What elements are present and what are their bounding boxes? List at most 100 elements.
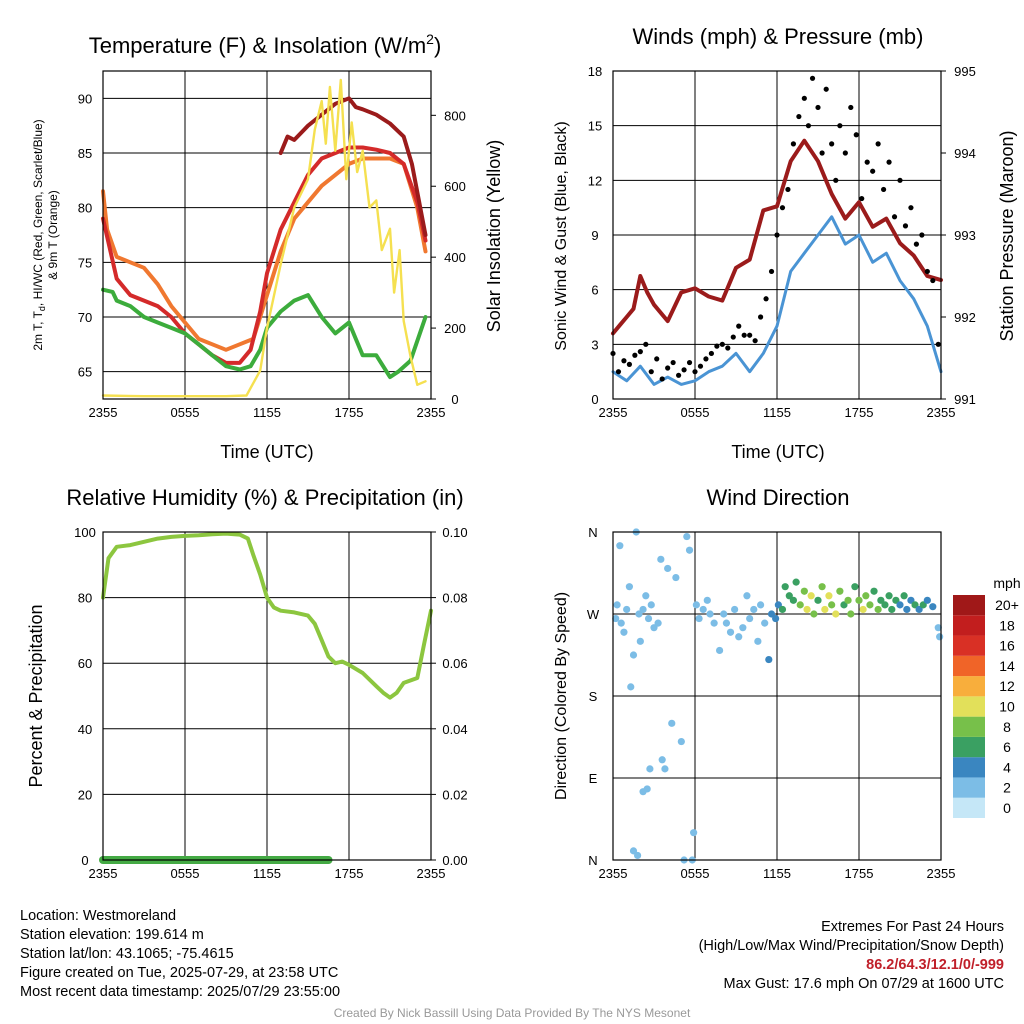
gust-point — [697, 363, 704, 369]
direction-point — [613, 601, 621, 609]
gust-point — [659, 376, 665, 382]
colorbar-swatch — [953, 696, 985, 717]
gust-point — [875, 141, 881, 147]
direction-point — [896, 601, 904, 609]
direction-point — [743, 592, 751, 600]
direction-point — [706, 610, 714, 618]
figure-created: Figure created on Tue, 2025-07-29, at 23… — [20, 965, 339, 981]
direction-point — [803, 605, 811, 614]
gust-point — [805, 123, 812, 129]
temperature-xtick-label: 2355 — [89, 405, 118, 420]
colorbar-swatch — [953, 757, 985, 778]
direction-point — [620, 628, 628, 636]
colorbar-label: 10 — [999, 699, 1015, 715]
wind-ytick-label: 15 — [588, 119, 602, 134]
direction-point — [881, 601, 889, 609]
colorbar-swatch — [953, 595, 985, 616]
colorbar-title: mph — [993, 575, 1020, 591]
gust-point — [648, 369, 654, 375]
gust-point — [859, 195, 865, 202]
wind-title: Winds (mph) & Pressure (mb) — [633, 24, 924, 49]
humidity-xtick-label: 0555 — [171, 866, 200, 881]
direction-point — [885, 592, 893, 600]
gust-point — [870, 168, 876, 174]
direction-xtick-label: 2355 — [927, 866, 956, 881]
direction-frame — [612, 531, 942, 861]
direction-point — [699, 605, 707, 614]
direction-point — [832, 610, 840, 618]
direction-point — [772, 614, 780, 623]
temperature-title: Temperature (F) & Insolation (W/m2) — [89, 31, 442, 58]
wind-xlabel: Time (UTC) — [731, 442, 824, 462]
temperature-y2tick-label: 600 — [444, 179, 466, 194]
gust-point — [881, 186, 887, 193]
gust-point — [637, 349, 643, 355]
extremes-title: Extremes For Past 24 Hours — [821, 919, 1004, 935]
direction-point — [668, 719, 676, 727]
direction-point — [692, 601, 700, 609]
direction-point — [761, 619, 769, 627]
direction-point — [874, 605, 882, 614]
colorbar-label: 20+ — [995, 597, 1019, 613]
wind-xtick-label: 1755 — [845, 405, 874, 420]
direction-point — [818, 583, 826, 591]
colorbar-label: 14 — [999, 658, 1015, 674]
temperature-xtick-label: 0555 — [171, 405, 200, 420]
gust-point — [902, 223, 909, 229]
gust-point — [833, 177, 839, 183]
direction-point — [757, 601, 765, 609]
direction-point — [634, 851, 642, 860]
humidity-xtick-label: 2355 — [417, 866, 446, 881]
temperature-ytick-label: 90 — [78, 91, 92, 106]
direction-point — [765, 655, 773, 664]
direction-point — [646, 765, 654, 773]
humidity-ytick-label: 80 — [78, 591, 92, 606]
direction-point — [821, 605, 829, 614]
gust-point — [725, 345, 731, 351]
wind-y2tick-label: 991 — [954, 392, 976, 407]
direction-point — [642, 592, 650, 600]
gust-point — [615, 369, 622, 375]
recent-timestamp: Most recent data timestamp: 2025/07/29 2… — [20, 984, 341, 1000]
humidity-ytick-label: 0 — [81, 853, 88, 868]
gust-point — [785, 186, 791, 193]
direction-point — [814, 596, 822, 604]
gust-point — [752, 338, 758, 344]
direction-ylabel: Direction (Colored By Speed) — [553, 592, 570, 800]
wind-series-pressure — [611, 138, 943, 336]
wind-ytick-label: 12 — [588, 173, 602, 188]
wind-xtick-label: 0555 — [681, 405, 710, 420]
gust-point — [842, 150, 848, 156]
humidity-y2tick-label: 0.10 — [442, 525, 467, 540]
direction-point — [810, 610, 818, 618]
direction-xtick-label: 0555 — [681, 866, 710, 881]
direction-point — [844, 596, 852, 604]
gust-point — [837, 123, 843, 129]
colorbar-label: 2 — [1003, 780, 1011, 796]
direction-point — [731, 605, 739, 614]
direction-point — [664, 564, 672, 573]
direction-point — [754, 637, 762, 645]
direction-xtick-label: 1755 — [845, 866, 874, 881]
direction-point — [617, 619, 625, 627]
direction-point — [726, 628, 735, 636]
wind-xtick-label: 2355 — [599, 405, 628, 420]
direction-point — [828, 601, 836, 609]
gust-point — [930, 277, 936, 284]
temperature-series-heat_index — [278, 96, 428, 237]
colorbar-swatch — [953, 676, 985, 697]
gust-point — [665, 365, 671, 371]
temperature-y2label: Solar Insolation (Yellow) — [484, 140, 504, 332]
gust-point — [829, 141, 835, 147]
direction-point — [866, 601, 874, 609]
humidity-y2tick-label: 0.04 — [442, 722, 467, 737]
gust-point — [747, 332, 753, 338]
wind-ytick-label: 6 — [591, 283, 598, 298]
humidity-series-humidity — [101, 531, 433, 700]
direction-point — [722, 619, 731, 627]
direction-point — [781, 583, 789, 591]
direction-point — [800, 587, 808, 595]
direction-point — [683, 532, 691, 541]
